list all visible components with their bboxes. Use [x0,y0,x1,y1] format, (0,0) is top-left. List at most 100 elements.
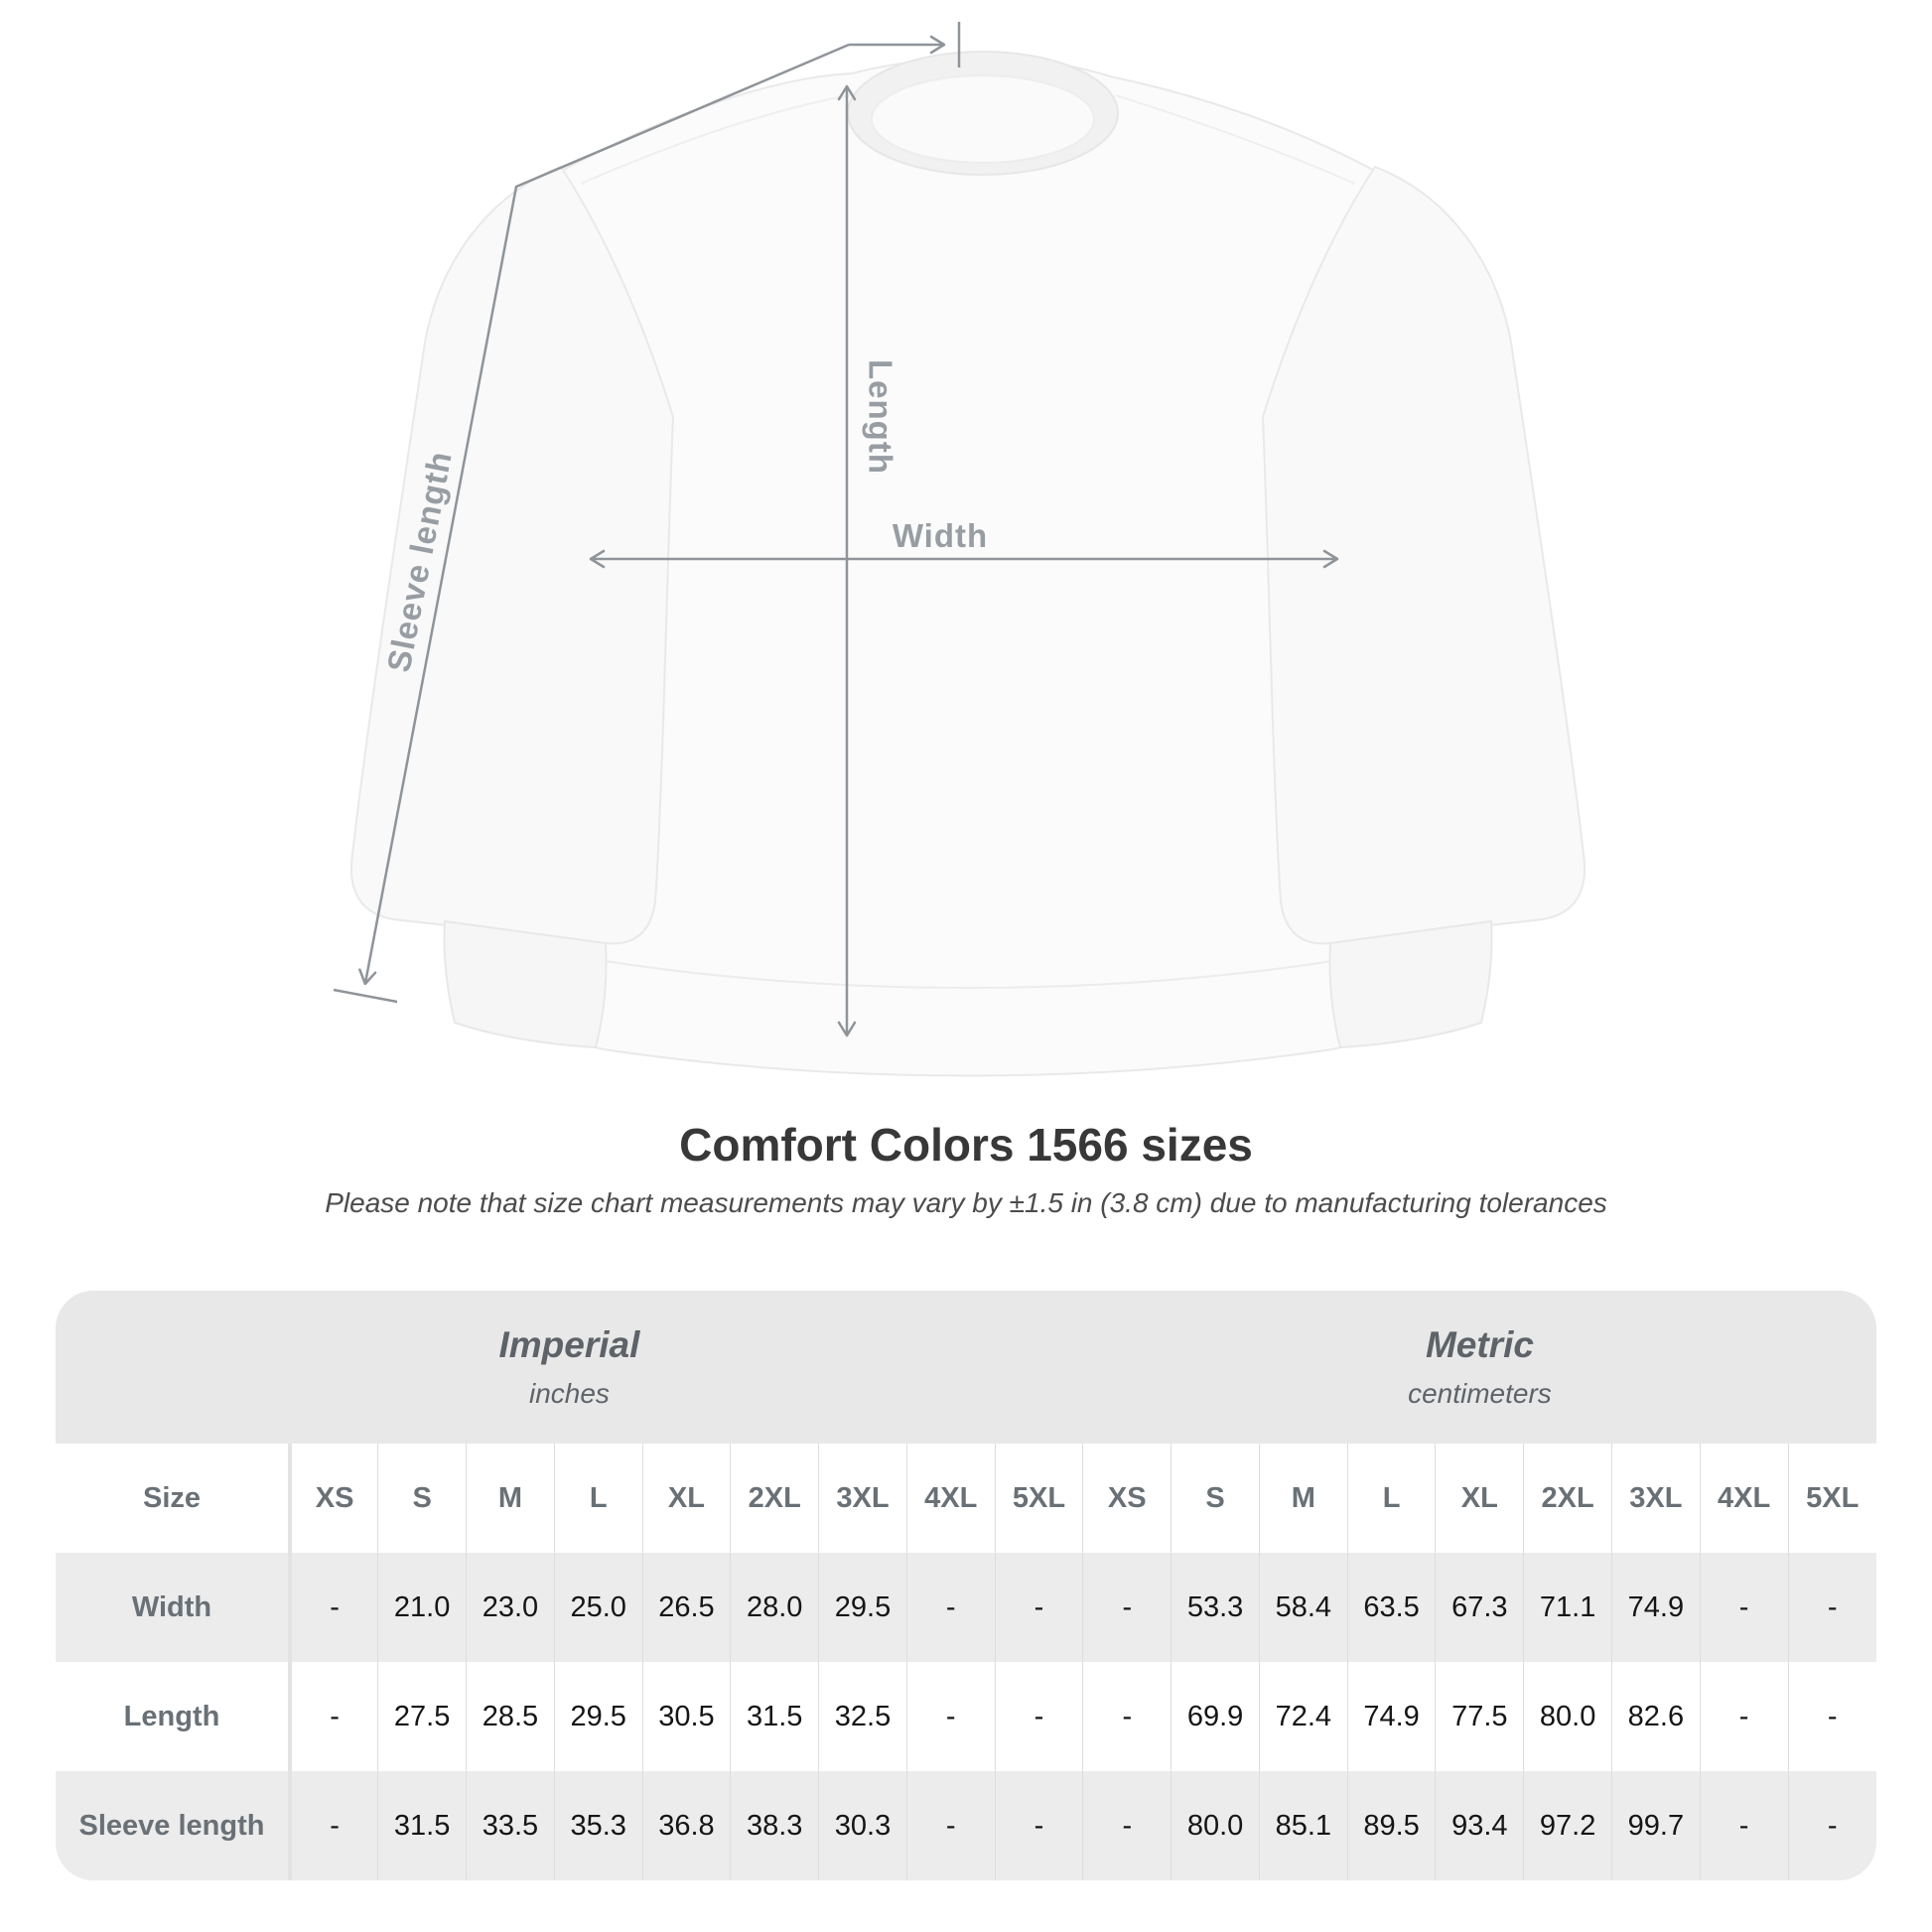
sweatshirt-body [542,56,1394,1077]
size-value-cell: - [1787,1662,1876,1771]
size-col-header: L [553,1444,643,1553]
sweatshirt-diagram: Length Width Sleeve length [333,22,1586,1077]
size-value-cell: - [288,1553,378,1662]
size-value-cell: 99.7 [1610,1771,1701,1880]
size-value-cell: - [905,1553,996,1662]
right-shoulder-seam [1115,94,1356,185]
size-value-cell: 23.0 [466,1553,555,1662]
size-value-cell: 58.4 [1258,1553,1348,1662]
size-value-cell: 89.5 [1346,1771,1436,1880]
size-value-cell: - [1699,1553,1789,1662]
size-col-header: 5XL [1787,1444,1876,1553]
size-value-cell: 63.5 [1346,1553,1436,1662]
size-value-cell: 31.5 [377,1771,467,1880]
size-col-header: XS [288,1444,378,1553]
size-value-cell: 77.5 [1435,1662,1524,1771]
width-measurement: Width [589,517,1339,569]
size-value-cell: - [905,1662,996,1771]
size-col-header: 5XL [994,1444,1083,1553]
size-value-cell: - [994,1553,1083,1662]
size-value-cell: 29.5 [818,1553,907,1662]
size-value-cell: 38.3 [730,1771,819,1880]
size-value-cell: - [1082,1771,1172,1880]
size-value-cell: - [288,1771,378,1880]
width-label: Width [893,517,988,554]
size-value-cell: - [288,1662,378,1771]
size-value-cell: 33.5 [466,1771,555,1880]
imperial-group-name: Imperial [498,1324,640,1365]
page-title: Comfort Colors 1566 sizes [679,1119,1253,1171]
size-value-cell: 80.0 [1523,1662,1612,1771]
size-value-cell: 80.0 [1171,1771,1260,1880]
collar-inner [871,74,1095,164]
size-value-cell: - [905,1771,996,1880]
size-value-cell: - [994,1771,1083,1880]
size-header-row: Size XS S M L XL 2XL 3XL 4XL 5XL XS S M L XL 2XL 3XL 4XL… [56,1444,1876,1553]
size-value-cell: 74.9 [1610,1553,1701,1662]
size-value-cell: 74.9 [1346,1662,1436,1771]
size-col-header: S [377,1444,467,1553]
size-value-cell: - [1082,1553,1172,1662]
size-value-cell: 21.0 [377,1553,467,1662]
size-chart: Imperial inches Metric centimeters Size … [56,1291,1876,1880]
size-value-cell: - [1787,1553,1876,1662]
size-value-cell: 85.1 [1258,1771,1348,1880]
size-value-cell: 82.6 [1610,1662,1701,1771]
size-col-header: M [466,1444,555,1553]
row-label: Sleeve length [78,1809,265,1842]
left-shoulder-seam [580,94,851,185]
size-value-cell: 28.5 [466,1662,555,1771]
size-value-cell: - [1082,1662,1172,1771]
size-col-header: XL [641,1444,731,1553]
left-cuff [443,919,608,1049]
size-value-cell: 31.5 [730,1662,819,1771]
metric-group-header: Metric centimeters [1082,1291,1876,1444]
size-col-header: 3XL [818,1444,907,1553]
imperial-group-header: Imperial inches [56,1291,1083,1444]
sweatshirt-illustration [350,51,1586,1077]
table-row: Width -21.0 23.0 25.0 26.5 28.0 29.5- - -53.3 58.… [56,1553,1876,1662]
size-col-header: S [1171,1444,1260,1553]
size-value-cell: 97.2 [1523,1771,1612,1880]
row-label: Length [123,1700,220,1732]
size-value-cell: 53.3 [1171,1553,1260,1662]
heading: Comfort Colors 1566 sizes Please note th… [0,1118,1932,1219]
size-col-header: 2XL [730,1444,819,1553]
size-value-cell: 93.4 [1435,1771,1524,1880]
size-value-cell: - [1699,1662,1789,1771]
size-col-header: 2XL [1523,1444,1612,1553]
size-col-header: XS [1082,1444,1172,1553]
metric-group-name: Metric [1425,1324,1534,1365]
tolerance-note: Please note that size chart measurements… [325,1187,1607,1218]
imperial-group-unit: inches [528,1378,610,1409]
row-label: Width [131,1590,212,1623]
size-value-cell: 32.5 [818,1662,907,1771]
size-value-cell: 30.3 [818,1771,907,1880]
table-row: Length -27.5 28.5 29.5 30.5 31.5 32.5- - -69.9 72… [56,1662,1876,1771]
length-label: Length [862,359,898,475]
size-col-header: M [1258,1444,1348,1553]
size-value-cell: 72.4 [1258,1662,1348,1771]
size-value-cell: 69.9 [1171,1662,1260,1771]
size-column-header: Size [56,1444,290,1553]
size-col-header: 3XL [1610,1444,1701,1553]
size-value-cell: 25.0 [553,1553,643,1662]
metric-group-unit: centimeters [1408,1378,1552,1409]
size-value-cell: - [1699,1771,1789,1880]
size-col-header: 4XL [1699,1444,1789,1553]
table-row: Sleeve length -31.5 33.5 35.3 36.8 38.3 30.3- -… [56,1771,1876,1880]
unit-group-row: Imperial inches Metric centimeters [56,1291,1876,1444]
size-value-cell: 26.5 [641,1553,731,1662]
size-col-header: XL [1435,1444,1524,1553]
size-value-cell: 67.3 [1435,1553,1524,1662]
size-value-cell: 71.1 [1523,1553,1612,1662]
size-value-cell: 35.3 [553,1771,643,1880]
size-value-cell: 36.8 [641,1771,731,1880]
size-value-cell: 30.5 [641,1662,731,1771]
size-col-header: 4XL [905,1444,996,1553]
size-value-cell: 27.5 [377,1662,467,1771]
right-cuff [1328,919,1493,1049]
size-col-header: L [1346,1444,1436,1553]
size-value-cell: 29.5 [553,1662,643,1771]
